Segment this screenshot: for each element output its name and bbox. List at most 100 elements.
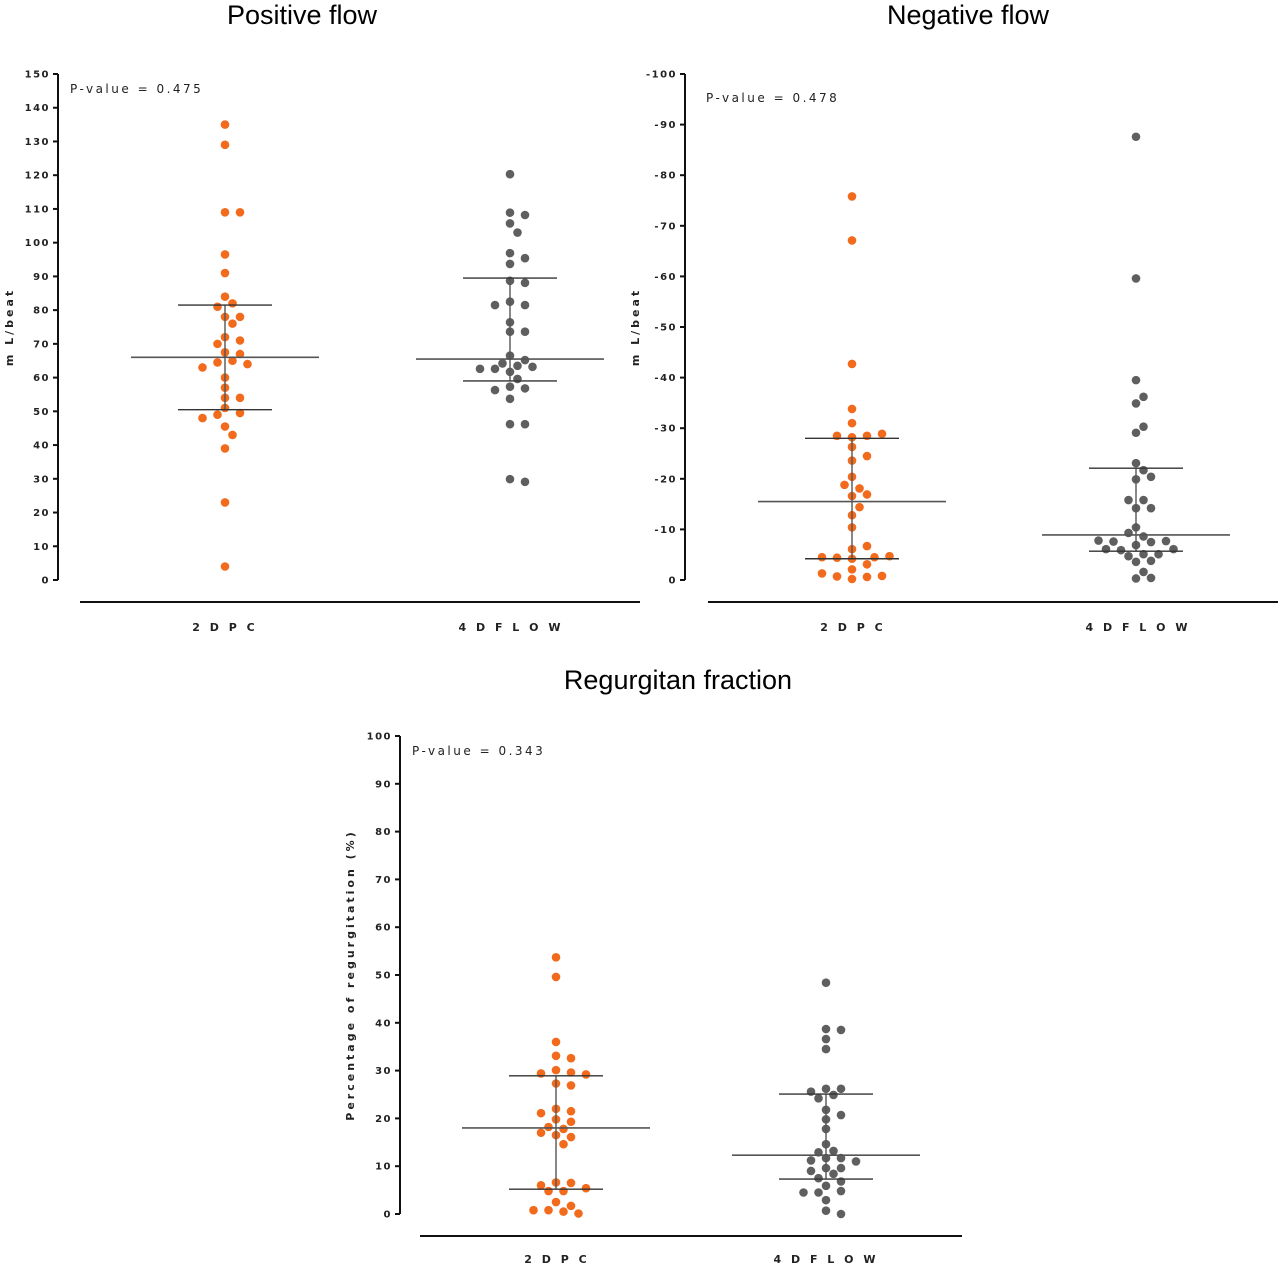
y-tick-label: -40 bbox=[654, 373, 677, 384]
data-point-2dpc bbox=[536, 1181, 546, 1190]
y-tick-label: 50 bbox=[33, 407, 50, 418]
data-point-2dpc bbox=[551, 1051, 561, 1061]
data-point-4dflow bbox=[821, 1084, 831, 1094]
data-point-4dflow bbox=[520, 327, 530, 337]
y-tick-label: 120 bbox=[25, 171, 50, 182]
data-point-4dflow bbox=[821, 1206, 831, 1215]
data-point-4dflow bbox=[806, 1156, 816, 1165]
data-point-4dflow bbox=[836, 1186, 846, 1196]
data-point-2dpc bbox=[559, 1124, 568, 1134]
data-point-2dpc bbox=[566, 1178, 576, 1188]
y-tick-label: 10 bbox=[33, 542, 50, 553]
data-point-4dflow bbox=[505, 382, 515, 392]
data-point-4dflow bbox=[505, 419, 515, 429]
data-point-2dpc bbox=[862, 490, 872, 499]
y-tick-label: 150 bbox=[25, 70, 50, 81]
data-point-4dflow bbox=[1139, 495, 1148, 505]
data-point-4dflow bbox=[505, 474, 515, 484]
data-point-4dflow bbox=[1139, 422, 1148, 431]
data-point-2dpc bbox=[235, 312, 245, 322]
data-point-2dpc bbox=[228, 299, 237, 308]
data-point-4dflow bbox=[1139, 532, 1148, 541]
x-tick-label-4dflow: 4 D F L O W bbox=[459, 621, 564, 634]
data-point-4dflow bbox=[490, 364, 500, 374]
data-point-4dflow bbox=[1146, 537, 1156, 547]
chart-title: Positive flow bbox=[227, 0, 378, 30]
data-point-4dflow bbox=[1131, 375, 1141, 385]
data-point-4dflow bbox=[1131, 428, 1141, 438]
data-point-4dflow bbox=[505, 259, 515, 269]
data-point-2dpc bbox=[862, 541, 872, 551]
data-point-4dflow bbox=[799, 1188, 808, 1197]
data-point-2dpc bbox=[551, 972, 561, 982]
y-tick-label: 80 bbox=[33, 306, 50, 317]
data-point-4dflow bbox=[520, 300, 530, 310]
data-point-4dflow bbox=[1154, 549, 1163, 559]
data-point-2dpc bbox=[213, 358, 222, 367]
data-point-2dpc bbox=[847, 236, 857, 245]
chart-title: Negative flow bbox=[887, 0, 1050, 30]
data-point-2dpc bbox=[544, 1186, 553, 1196]
data-point-4dflow bbox=[520, 355, 530, 365]
chart-regurgitan-fraction: Regurgitan fraction P-value = 0.343 Perc… bbox=[344, 665, 962, 1264]
data-point-2dpc bbox=[566, 1132, 576, 1142]
y-tick-label: 70 bbox=[33, 339, 50, 350]
data-point-4dflow bbox=[505, 248, 515, 258]
data-point-2dpc bbox=[870, 552, 879, 562]
data-point-4dflow bbox=[1131, 399, 1141, 408]
y-tick-label: 130 bbox=[25, 137, 50, 148]
data-point-2dpc bbox=[847, 404, 857, 414]
data-point-2dpc bbox=[832, 572, 842, 581]
data-point-2dpc bbox=[847, 574, 857, 584]
y-tick-label: 0 bbox=[384, 1210, 392, 1221]
data-point-2dpc bbox=[847, 418, 857, 428]
y-tick-label: 60 bbox=[33, 373, 50, 384]
y-tick-label: -50 bbox=[654, 323, 677, 334]
data-point-4dflow bbox=[490, 300, 500, 310]
data-point-2dpc bbox=[566, 1201, 576, 1211]
data-point-2dpc bbox=[581, 1183, 591, 1193]
y-tick-label: 70 bbox=[375, 875, 392, 886]
data-point-2dpc bbox=[213, 302, 222, 312]
data-point-4dflow bbox=[1131, 557, 1141, 567]
data-point-2dpc bbox=[220, 250, 230, 259]
data-point-2dpc bbox=[559, 1139, 568, 1149]
chart-negative-flow: Negative flow P-value = 0.478 m L/beat 2… bbox=[629, 0, 1278, 634]
data-point-4dflow bbox=[520, 384, 530, 393]
data-point-4dflow bbox=[1109, 537, 1118, 546]
data-point-2dpc bbox=[862, 451, 872, 461]
data-point-4dflow bbox=[829, 1090, 838, 1100]
data-point-4dflow bbox=[498, 359, 507, 368]
data-point-4dflow bbox=[1131, 274, 1141, 283]
data-point-4dflow bbox=[1139, 465, 1148, 475]
data-point-4dflow bbox=[528, 362, 537, 372]
data-point-2dpc bbox=[559, 1207, 568, 1216]
data-point-2dpc bbox=[220, 120, 230, 129]
data-point-2dpc bbox=[559, 1186, 568, 1196]
data-point-2dpc bbox=[228, 319, 237, 328]
data-point-4dflow bbox=[821, 1181, 831, 1191]
data-point-4dflow bbox=[836, 1163, 846, 1173]
data-point-2dpc bbox=[198, 413, 207, 423]
y-axis-label: Percentage of regurgitation (%) bbox=[344, 829, 357, 1120]
data-point-2dpc bbox=[529, 1205, 538, 1215]
data-point-4dflow bbox=[829, 1146, 838, 1156]
data-point-4dflow bbox=[1094, 536, 1103, 545]
data-point-2dpc bbox=[840, 480, 849, 490]
data-point-4dflow bbox=[1169, 544, 1178, 554]
data-point-2dpc bbox=[220, 268, 230, 278]
data-point-4dflow bbox=[821, 1195, 831, 1205]
data-point-4dflow bbox=[806, 1166, 816, 1176]
data-point-4dflow bbox=[1139, 567, 1148, 577]
data-point-2dpc bbox=[847, 565, 857, 574]
data-point-2dpc bbox=[536, 1128, 546, 1138]
x-tick-label-2dpc: 2 D P C bbox=[524, 1253, 589, 1264]
data-point-4dflow bbox=[1131, 132, 1141, 142]
y-tick-label: -70 bbox=[654, 221, 677, 232]
data-point-2dpc bbox=[877, 571, 887, 581]
chart-positive-flow: Positive flow P-value = 0.475 m L/beat 2… bbox=[3, 0, 640, 634]
y-tick-label: -90 bbox=[654, 120, 677, 131]
data-point-4dflow bbox=[1124, 528, 1133, 538]
data-point-4dflow bbox=[1131, 458, 1141, 468]
